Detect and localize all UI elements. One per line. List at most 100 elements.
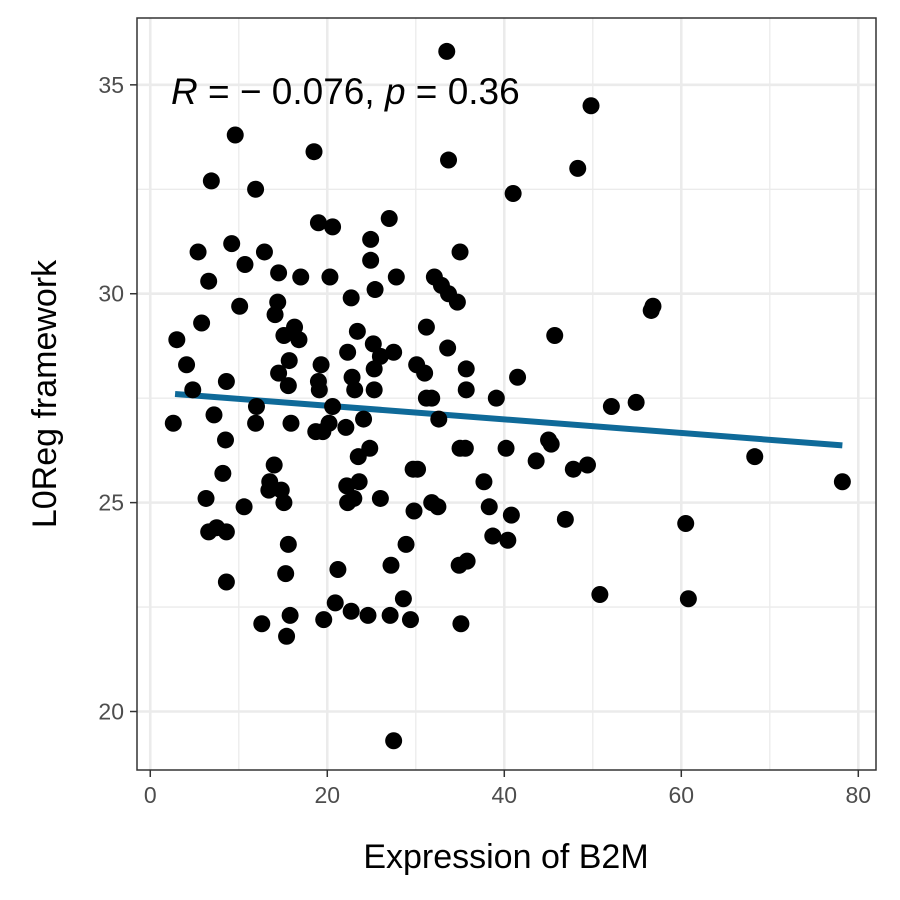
data-point — [564, 460, 582, 478]
data-point — [309, 214, 327, 232]
x-tick-label: 40 — [491, 782, 517, 808]
data-point — [290, 331, 308, 349]
data-point — [487, 389, 505, 407]
data-point — [305, 143, 323, 161]
data-point — [365, 360, 383, 378]
plot-panel — [137, 18, 876, 770]
y-tick-label: 30 — [98, 281, 124, 307]
x-tick-label: 0 — [144, 782, 157, 808]
data-point — [217, 431, 235, 449]
data-point — [387, 268, 405, 286]
data-point — [371, 489, 389, 507]
data-point — [578, 456, 596, 474]
data-point — [452, 615, 470, 633]
data-point — [502, 506, 520, 524]
data-point — [339, 343, 357, 361]
data-point — [484, 527, 502, 545]
data-point — [362, 230, 380, 248]
data-point — [679, 590, 697, 608]
data-point — [342, 289, 360, 307]
data-point — [456, 439, 474, 457]
data-point — [382, 556, 400, 574]
data-point — [833, 473, 851, 491]
data-point — [223, 235, 241, 253]
data-point — [164, 414, 182, 432]
data-point — [346, 381, 364, 399]
data-point — [324, 398, 342, 416]
data-point — [312, 356, 330, 374]
data-point — [602, 398, 620, 416]
data-point — [321, 268, 339, 286]
data-point — [217, 523, 235, 541]
data-point — [205, 406, 223, 424]
data-point — [355, 410, 373, 428]
data-points — [164, 42, 851, 750]
data-point — [280, 352, 298, 370]
data-point — [385, 732, 403, 750]
data-point — [265, 456, 283, 474]
data-point — [450, 556, 468, 574]
data-point — [168, 331, 186, 349]
data-point — [277, 565, 295, 583]
data-point — [337, 418, 355, 436]
data-point — [499, 531, 517, 549]
data-point — [342, 602, 360, 620]
data-point — [430, 410, 448, 428]
data-point — [197, 489, 215, 507]
regression-line — [174, 391, 843, 449]
data-point — [380, 210, 398, 228]
data-point — [214, 464, 232, 482]
data-point — [364, 335, 382, 353]
data-point — [193, 314, 211, 332]
data-point — [509, 368, 527, 386]
data-point — [292, 268, 310, 286]
data-point — [448, 293, 466, 311]
data-point — [202, 172, 220, 190]
data-point — [362, 251, 380, 269]
data-point — [282, 414, 300, 432]
y-tick-label: 20 — [98, 699, 124, 725]
data-point — [405, 502, 423, 520]
data-point — [200, 523, 218, 541]
data-point — [226, 126, 244, 144]
data-point — [310, 381, 328, 399]
y-tick-label: 25 — [98, 490, 124, 516]
data-point — [200, 272, 218, 290]
data-point — [247, 180, 265, 198]
data-point — [236, 255, 254, 273]
data-point — [582, 97, 600, 115]
data-point — [381, 606, 399, 624]
plot-border — [136, 17, 877, 771]
data-point — [556, 510, 574, 528]
data-point — [569, 159, 587, 177]
data-point — [348, 322, 366, 340]
data-point — [409, 460, 427, 478]
data-point — [278, 627, 296, 645]
data-point — [255, 243, 273, 261]
data-point — [270, 364, 288, 382]
data-point — [417, 318, 435, 336]
data-point — [275, 327, 293, 345]
data-point — [270, 264, 288, 282]
data-point — [217, 372, 235, 390]
data-point — [275, 494, 293, 512]
data-point — [365, 381, 383, 399]
x-tick-label: 20 — [314, 782, 340, 808]
data-point — [189, 243, 207, 261]
data-point — [324, 218, 342, 236]
data-point — [438, 42, 456, 60]
data-point — [366, 281, 384, 299]
correlation-annotation: R = − 0.076, p = 0.36 — [171, 71, 520, 112]
data-point — [266, 306, 284, 324]
data-point — [440, 151, 458, 169]
data-point — [416, 364, 434, 382]
data-point — [591, 586, 609, 604]
data-point — [178, 356, 196, 374]
data-point — [315, 611, 333, 629]
data-point — [480, 498, 498, 516]
data-point — [338, 477, 356, 495]
y-axis-title: L0Reg framework — [26, 259, 64, 528]
data-point — [359, 606, 377, 624]
data-point — [279, 377, 297, 395]
